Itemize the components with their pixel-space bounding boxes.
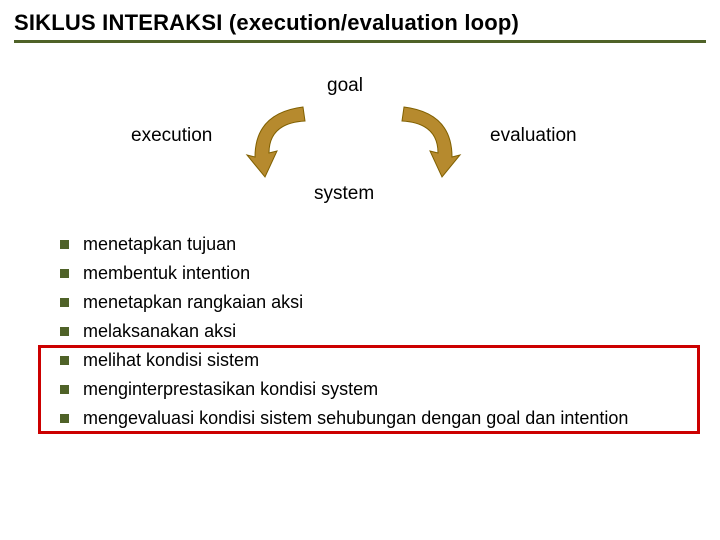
title-block: SIKLUS INTERAKSI (execution/evaluation l… — [0, 0, 720, 47]
steps-list: menetapkan tujuan membentuk intention mene… — [0, 217, 720, 446]
square-bullet-icon — [60, 327, 69, 336]
diagram-label-evaluation: evaluation — [490, 125, 577, 147]
list-item: melaksanakan aksi — [60, 320, 690, 343]
list-item: menginterprestasikan kondisi system — [60, 378, 690, 401]
list-item-text: menginterprestasikan kondisi system — [83, 378, 378, 401]
list-item: melihat kondisi sistem — [60, 349, 690, 372]
list-item-text: menetapkan rangkaian aksi — [83, 291, 303, 314]
diagram-label-goal: goal — [327, 75, 363, 97]
square-bullet-icon — [60, 414, 69, 423]
list-item: menetapkan tujuan — [60, 233, 690, 256]
list-item-text: mengevaluasi kondisi sistem sehubungan d… — [83, 407, 628, 430]
list-item-text: melaksanakan aksi — [83, 320, 236, 343]
evaluation-arrow-icon — [394, 101, 462, 179]
list-item: membentuk intention — [60, 262, 690, 285]
list-item-text: melihat kondisi sistem — [83, 349, 259, 372]
diagram-label-execution: execution — [131, 125, 212, 147]
list-item: menetapkan rangkaian aksi — [60, 291, 690, 314]
list-item-text: menetapkan tujuan — [83, 233, 236, 256]
interaction-loop-diagram: goal system execution evaluation — [0, 47, 720, 217]
list-item: mengevaluasi kondisi sistem sehubungan d… — [60, 407, 690, 430]
square-bullet-icon — [60, 269, 69, 278]
title-underline — [14, 40, 706, 43]
square-bullet-icon — [60, 240, 69, 249]
diagram-label-system: system — [314, 183, 374, 205]
execution-arrow-icon — [245, 101, 313, 179]
list-item-text: membentuk intention — [83, 262, 250, 285]
square-bullet-icon — [60, 385, 69, 394]
square-bullet-icon — [60, 298, 69, 307]
page-title: SIKLUS INTERAKSI (execution/evaluation l… — [14, 10, 706, 36]
square-bullet-icon — [60, 356, 69, 365]
